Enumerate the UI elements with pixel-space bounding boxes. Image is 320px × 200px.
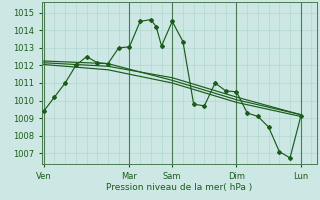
X-axis label: Pression niveau de la mer( hPa ): Pression niveau de la mer( hPa ) <box>106 183 252 192</box>
